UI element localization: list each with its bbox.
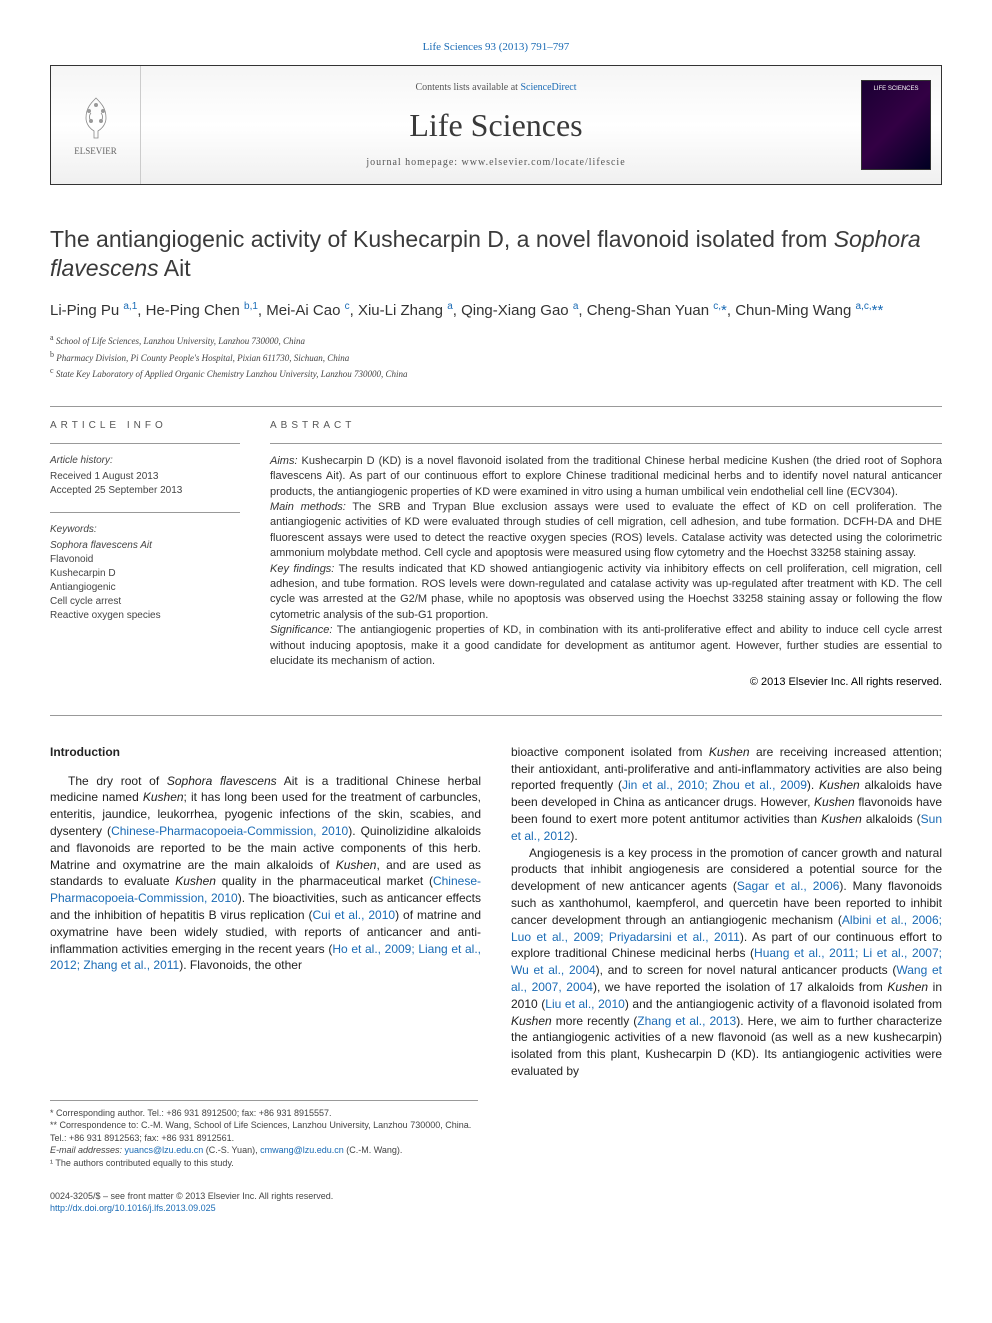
contents-lists-line: Contents lists available at ScienceDirec…: [415, 81, 576, 95]
email-link[interactable]: yuancs@lzu.edu.cn: [125, 1145, 204, 1155]
abstract-column: ABSTRACT Aims: Kushecarpin D (KD) is a n…: [270, 419, 942, 691]
info-divider: [50, 512, 240, 513]
journal-header: ELSEVIER Contents lists available at Sci…: [50, 65, 942, 185]
keyword: Cell cycle arrest: [50, 596, 121, 607]
aims-label: Aims:: [270, 455, 298, 467]
affiliation-c: c State Key Laboratory of Applied Organi…: [50, 365, 942, 382]
article-info-column: article info Article history: Received 1…: [50, 419, 240, 691]
findings-label: Key findings:: [270, 563, 334, 575]
abstract-text: Aims: Kushecarpin D (KD) is a novel flav…: [270, 454, 942, 669]
title-part-b: Ait: [159, 255, 191, 281]
methods-text: The SRB and Trypan Blue exclusion assays…: [270, 501, 942, 559]
article-history: Article history: Received 1 August 2013 …: [50, 454, 240, 498]
sciencedirect-link[interactable]: ScienceDirect: [520, 82, 576, 93]
citation-link[interactable]: Sagar et al., 2006: [737, 879, 840, 893]
contents-prefix: Contents lists available at: [415, 82, 520, 93]
significance-text: The antiangiogenic properties of KD, in …: [270, 624, 942, 667]
keyword: Reactive oxygen species: [50, 610, 161, 621]
journal-cover-thumbnail[interactable]: LIFE SCIENCES: [851, 66, 941, 184]
body-paragraph: The dry root of Sophora flavescens Ait i…: [50, 773, 481, 975]
citation-link[interactable]: Jin et al., 2010; Zhou et al., 2009: [622, 778, 807, 792]
methods-label: Main methods:: [270, 501, 346, 513]
aims-text: Kushecarpin D (KD) is a novel flavonoid …: [270, 455, 942, 498]
doi-link[interactable]: http://dx.doi.org/10.1016/j.lfs.2013.09.…: [50, 1202, 942, 1215]
received-date: Received 1 August 2013: [50, 471, 158, 482]
footnotes: * Corresponding author. Tel.: +86 931 89…: [50, 1100, 478, 1170]
keyword: Flavonoid: [50, 554, 93, 565]
front-matter: 0024-3205/$ – see front matter © 2013 El…: [50, 1190, 942, 1203]
keyword: Kushecarpin D: [50, 568, 116, 579]
footer: 0024-3205/$ – see front matter © 2013 El…: [50, 1190, 942, 1215]
citation-link[interactable]: Cui et al., 2010: [312, 908, 395, 922]
abstract-heading: ABSTRACT: [270, 419, 942, 433]
citation-link[interactable]: Liu et al., 2010: [545, 997, 625, 1011]
body-paragraph: bioactive component isolated from Kushen…: [511, 744, 942, 845]
info-divider: [50, 443, 240, 444]
keywords-label: Keywords:: [50, 523, 240, 537]
email-addresses: E-mail addresses: yuancs@lzu.edu.cn (C.-…: [50, 1144, 478, 1157]
corresponding-author-note: * Corresponding author. Tel.: +86 931 89…: [50, 1107, 478, 1120]
divider: [50, 406, 942, 407]
keyword: Sophora flavescens Ait: [50, 540, 152, 551]
citation-link[interactable]: Zhang et al., 2013: [637, 1014, 736, 1028]
introduction-heading: Introduction: [50, 744, 481, 761]
elsevier-label: ELSEVIER: [74, 145, 117, 158]
corresponding-author-note: ** Correspondence to: C.-M. Wang, School…: [50, 1119, 478, 1144]
significance-label: Significance:: [270, 624, 332, 636]
abstract-copyright: © 2013 Elsevier Inc. All rights reserved…: [270, 675, 942, 690]
journal-title: Life Sciences: [409, 103, 582, 148]
elsevier-logo[interactable]: ELSEVIER: [51, 66, 141, 184]
elsevier-tree-icon: [71, 93, 121, 143]
journal-citation[interactable]: Life Sciences 93 (2013) 791–797: [50, 40, 942, 55]
title-part-a: The antiangiogenic activity of Kushecarp…: [50, 226, 834, 252]
body-left-column: Introduction The dry root of Sophora fla…: [50, 744, 481, 1080]
citation-link[interactable]: Chinese-Pharmacopoeia-Commission, 2010: [111, 824, 348, 838]
keyword: Antiangiogenic: [50, 582, 116, 593]
equal-contribution-note: ¹ The authors contributed equally to thi…: [50, 1157, 478, 1170]
author-list: Li-Ping Pu a,1, He-Ping Chen b,1, Mei-Ai…: [50, 299, 942, 323]
affiliation-b: b Pharmacy Division, Pi County People's …: [50, 349, 942, 366]
affiliations: a School of Life Sciences, Lanzhou Unive…: [50, 332, 942, 382]
body-text: Introduction The dry root of Sophora fla…: [50, 744, 942, 1080]
article-title: The antiangiogenic activity of Kushecarp…: [50, 225, 942, 283]
history-label: Article history:: [50, 454, 240, 468]
keywords-block: Keywords: Sophora flavescens Ait Flavono…: [50, 523, 240, 623]
body-right-column: bioactive component isolated from Kushen…: [511, 744, 942, 1080]
journal-header-center: Contents lists available at ScienceDirec…: [141, 66, 851, 184]
findings-text: The results indicated that KD showed ant…: [270, 563, 942, 621]
email-link[interactable]: cmwang@lzu.edu.cn: [260, 1145, 344, 1155]
body-paragraph: Angiogenesis is a key process in the pro…: [511, 845, 942, 1080]
cover-title: LIFE SCIENCES: [873, 85, 918, 169]
affiliation-a: a School of Life Sciences, Lanzhou Unive…: [50, 332, 942, 349]
article-info-heading: article info: [50, 419, 240, 433]
journal-homepage[interactable]: journal homepage: www.elsevier.com/locat…: [366, 156, 625, 170]
abstract-divider: [270, 443, 942, 444]
accepted-date: Accepted 25 September 2013: [50, 485, 182, 496]
divider: [50, 715, 942, 716]
